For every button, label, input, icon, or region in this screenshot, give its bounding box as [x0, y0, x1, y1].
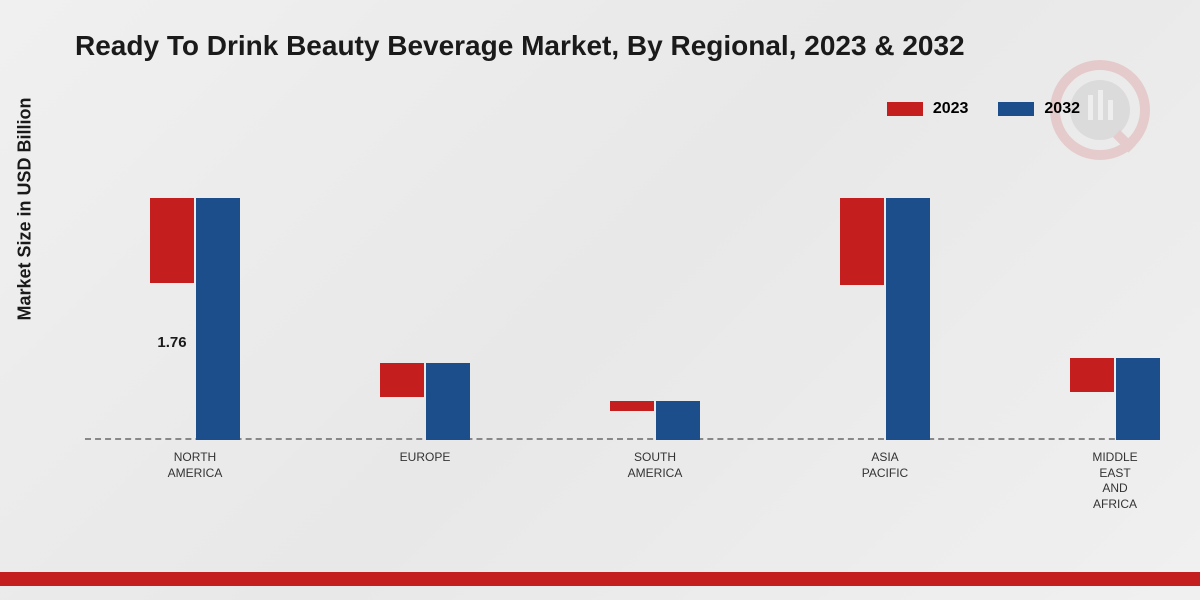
bar-group [815, 198, 955, 440]
bar-group [1045, 358, 1185, 440]
x-axis-label: NORTH AMERICA [125, 450, 265, 481]
legend-swatch-2023 [887, 102, 923, 116]
x-axis-label: SOUTH AMERICA [585, 450, 725, 481]
chart-area: NORTH AMERICA EUROPE SOUTH AMERICA ASIA PAC… [85, 150, 1155, 480]
bar [196, 198, 240, 440]
bar [1070, 358, 1114, 392]
bar-group [125, 198, 265, 440]
bar [840, 198, 884, 285]
x-axis-label: MIDDLE EAST AND AFRICA [1045, 450, 1185, 512]
value-label: 1.76 [150, 334, 194, 351]
bar-group [355, 363, 495, 440]
bar-group [585, 401, 725, 440]
footer-accent-bar [0, 572, 1200, 586]
chart-title: Ready To Drink Beauty Beverage Market, B… [75, 30, 965, 62]
legend-item-2023: 2023 [887, 100, 969, 118]
legend-item-2032: 2032 [998, 100, 1080, 118]
legend-label-2023: 2023 [933, 100, 969, 118]
y-axis-label: Market Size in USD Billion [15, 97, 36, 320]
legend-swatch-2032 [998, 102, 1034, 116]
legend-label-2032: 2032 [1044, 100, 1080, 118]
x-axis-label: ASIA PACIFIC [815, 450, 955, 481]
bar [656, 401, 700, 440]
bar [380, 363, 424, 397]
bar [610, 401, 654, 411]
bar [1116, 358, 1160, 440]
x-axis-label: EUROPE [355, 450, 495, 466]
bar [426, 363, 470, 440]
legend: 2023 2032 [887, 100, 1080, 118]
bar [886, 198, 930, 440]
bar [150, 198, 194, 283]
